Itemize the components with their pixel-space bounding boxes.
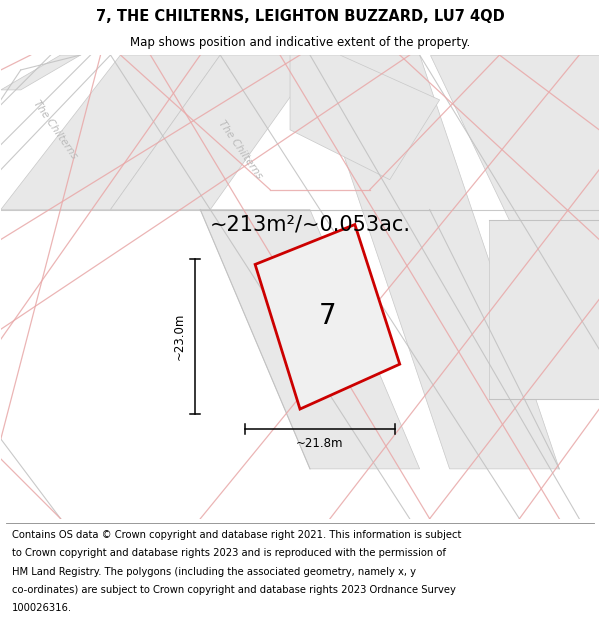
Text: HM Land Registry. The polygons (including the associated geometry, namely x, y: HM Land Registry. The polygons (includin…	[12, 566, 416, 576]
Text: to Crown copyright and database rights 2023 and is reproduced with the permissio: to Crown copyright and database rights 2…	[12, 549, 446, 559]
Text: 100026316.: 100026316.	[12, 602, 72, 612]
Text: 7, THE CHILTERNS, LEIGHTON BUZZARD, LU7 4QD: 7, THE CHILTERNS, LEIGHTON BUZZARD, LU7 …	[95, 9, 505, 24]
Polygon shape	[290, 55, 440, 179]
Polygon shape	[1, 55, 80, 90]
Polygon shape	[200, 209, 419, 469]
Text: Contains OS data © Crown copyright and database right 2021. This information is : Contains OS data © Crown copyright and d…	[12, 531, 461, 541]
Text: The Chilterns: The Chilterns	[32, 99, 80, 161]
Text: ~213m²/~0.053ac.: ~213m²/~0.053ac.	[209, 214, 410, 234]
Text: 7: 7	[319, 301, 336, 329]
Text: ~21.8m: ~21.8m	[296, 438, 344, 451]
Polygon shape	[490, 219, 599, 399]
Text: co-ordinates) are subject to Crown copyright and database rights 2023 Ordnance S: co-ordinates) are subject to Crown copyr…	[12, 584, 456, 594]
Polygon shape	[110, 55, 320, 209]
Text: Map shows position and indicative extent of the property.: Map shows position and indicative extent…	[130, 36, 470, 49]
Polygon shape	[430, 55, 599, 219]
Polygon shape	[255, 224, 400, 409]
Polygon shape	[310, 55, 559, 469]
Polygon shape	[1, 55, 220, 209]
Text: ~23.0m: ~23.0m	[173, 313, 186, 361]
Text: The Chilterns: The Chilterns	[216, 119, 264, 181]
